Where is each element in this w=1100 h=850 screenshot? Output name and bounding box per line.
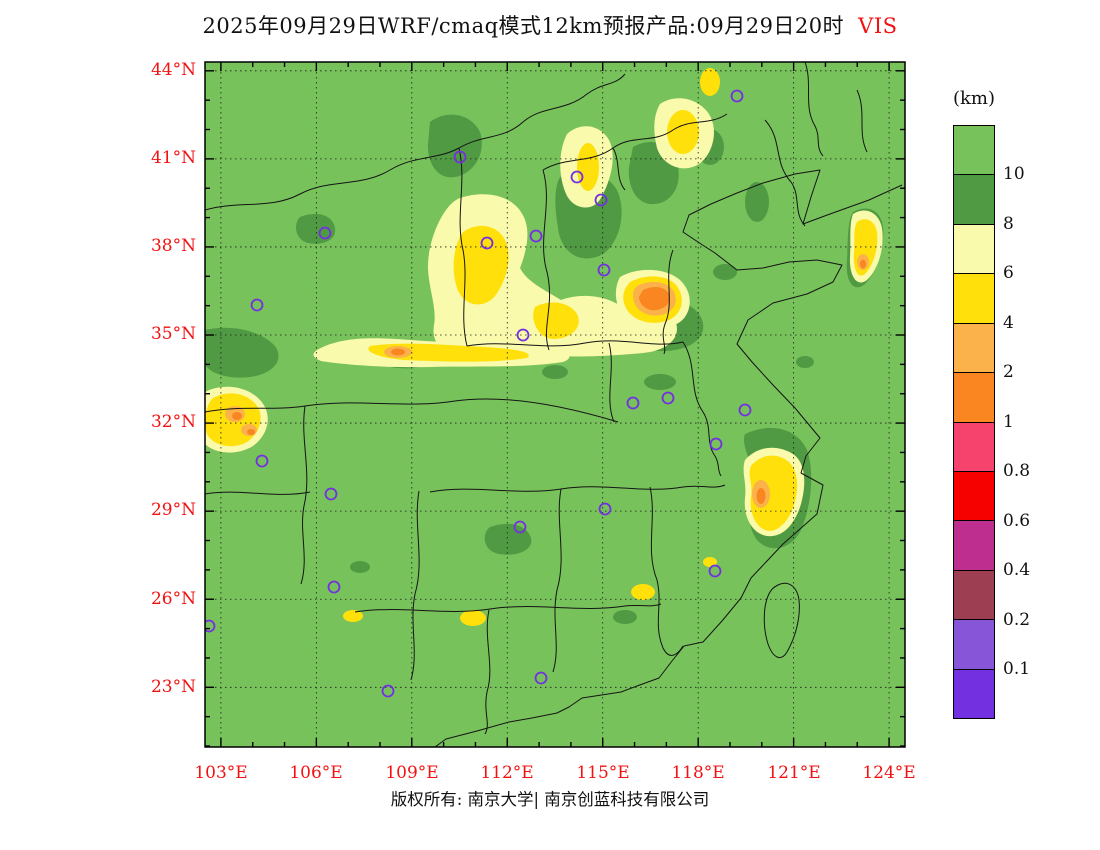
coastline (434, 169, 903, 747)
colorbar-cell (954, 521, 994, 571)
colorbar-cell (954, 224, 994, 275)
axis-ticks (205, 62, 905, 747)
colorbar-cell (954, 471, 994, 522)
lat-label-41n: 41°N (150, 148, 196, 168)
station-marker (327, 580, 341, 594)
colorbar (953, 125, 995, 719)
forecast-map (204, 61, 906, 748)
colorbar-cell (954, 126, 994, 176)
station-marker (324, 487, 338, 501)
station-marker (255, 454, 269, 468)
station-marker (661, 391, 675, 405)
colorbar-tick-label: 0.1 (1003, 659, 1031, 679)
chart-title: 2025年09月29日WRF/cmaq模式12km预报产品:09月29日20时 V… (0, 10, 1100, 40)
station-marker (529, 229, 543, 243)
station-marker (570, 170, 584, 184)
colorbar-cell (954, 175, 994, 225)
colorbar-cell (954, 274, 994, 324)
taiwan-island (763, 582, 800, 659)
station-marker (730, 89, 744, 103)
colorbar-cell (954, 422, 994, 472)
lat-label-29n: 29°N (150, 500, 196, 520)
station-marker (381, 684, 395, 698)
colorbar-tick-label: 6 (1003, 263, 1014, 283)
station-marker (738, 403, 752, 417)
colorbar-tick-label: 10 (1003, 164, 1025, 184)
colorbar-tick-label: 4 (1003, 313, 1014, 333)
graticule (205, 62, 905, 747)
colorbar-cell (954, 669, 994, 719)
lon-label-115e: 115°E (576, 763, 630, 783)
lon-label-103e: 103°E (194, 763, 248, 783)
station-marker (318, 226, 332, 240)
lon-label-106e: 106°E (289, 763, 343, 783)
lat-label-23n: 23°N (150, 677, 196, 697)
colorbar-tick-label: 0.4 (1003, 560, 1031, 580)
chart-variable-label: VIS (858, 14, 898, 38)
lon-label-118e: 118°E (671, 763, 725, 783)
colorbar-tick-label: 8 (1003, 214, 1014, 234)
colorbar-tick-label: 0.6 (1003, 511, 1031, 531)
station-marker (516, 328, 530, 342)
lon-label-121e: 121°E (767, 763, 821, 783)
lon-label-109e: 109°E (385, 763, 439, 783)
station-marker (513, 520, 527, 534)
colorbar-tick-label: 2 (1003, 362, 1014, 382)
station-marker (626, 396, 640, 410)
colorbar-cell (954, 570, 994, 621)
map-frame (204, 61, 906, 748)
station-marker (534, 671, 548, 685)
station-marker (598, 502, 612, 516)
station-marker (250, 298, 264, 312)
lon-label-124e: 124°E (862, 763, 916, 783)
station-marker (709, 437, 723, 451)
lon-label-112e: 112°E (480, 763, 534, 783)
colorbar-tick-label: 0.2 (1003, 610, 1031, 630)
colorbar-cell (954, 620, 994, 670)
station-marker (205, 619, 216, 633)
colorbar-tick-label: 1 (1003, 412, 1014, 432)
lat-label-38n: 38°N (150, 236, 196, 256)
station-marker (594, 193, 608, 207)
colorbar-unit: (km) (952, 88, 996, 109)
lat-label-35n: 35°N (150, 324, 196, 344)
chart-title-text: 2025年09月29日WRF/cmaq模式12km预报产品:09月29日20时 (202, 14, 845, 38)
station-marker (708, 564, 722, 578)
lat-label-26n: 26°N (150, 589, 196, 609)
lat-label-32n: 32°N (150, 412, 196, 432)
colorbar-cell (954, 373, 994, 423)
station-markers (205, 89, 752, 698)
copyright-footer: 版权所有: 南京大学| 南京创蓝科技有限公司 (390, 790, 710, 809)
colorbar-tick-label: 0.8 (1003, 461, 1031, 481)
station-marker (480, 236, 494, 250)
visibility-field (205, 68, 884, 626)
station-marker (453, 150, 467, 164)
station-marker (597, 263, 611, 277)
lat-label-44n: 44°N (150, 60, 196, 80)
colorbar-cell (954, 323, 994, 374)
